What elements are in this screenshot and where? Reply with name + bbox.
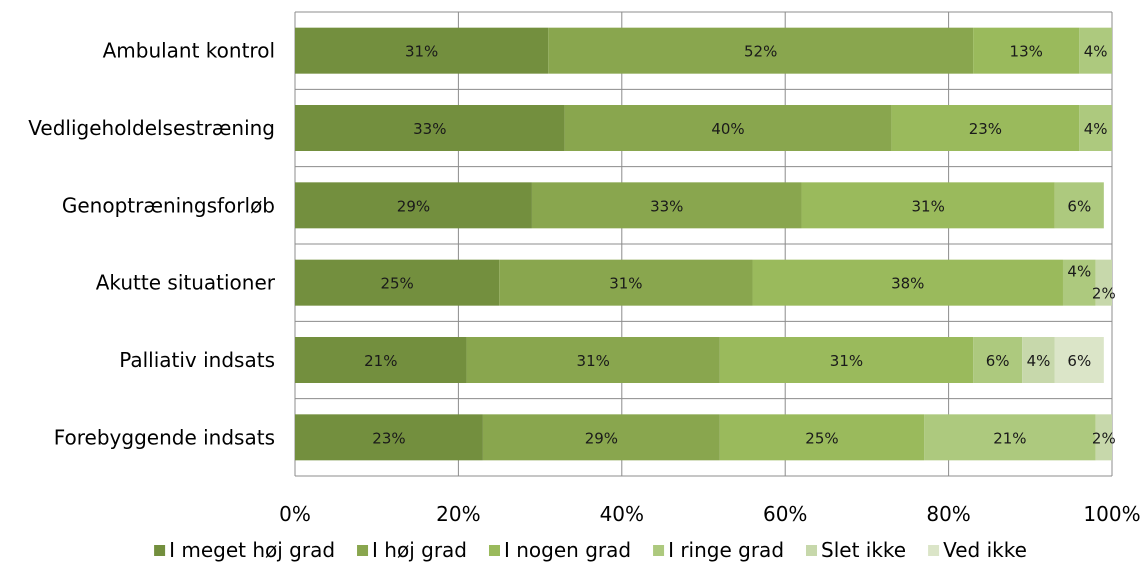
data-label: 4% xyxy=(1084,120,1108,138)
legend-swatch xyxy=(806,545,818,556)
data-label: 2% xyxy=(1092,285,1116,303)
data-label: 4% xyxy=(1027,352,1051,370)
legend-swatch xyxy=(653,545,665,556)
bar-segment xyxy=(564,105,892,151)
legend-swatch xyxy=(154,545,166,556)
bar-segment xyxy=(752,259,1063,306)
data-label: 29% xyxy=(585,429,618,447)
bar-segment xyxy=(973,27,1080,74)
data-label: 52% xyxy=(744,43,777,61)
legend-swatch xyxy=(488,545,500,556)
legend-label: I ringe grad xyxy=(668,538,784,562)
data-label: 21% xyxy=(993,429,1026,447)
data-label: 40% xyxy=(711,120,744,138)
category-labels: Ambulant kontrol Vedligeholdelsestræning G… xyxy=(28,39,275,450)
bar-segment xyxy=(1095,259,1112,306)
legend-label: Ved ikke xyxy=(943,538,1027,562)
category-label: Palliativ indsats xyxy=(119,348,275,372)
bar-segment xyxy=(924,414,1096,461)
legend-item: Ved ikke xyxy=(928,538,1027,562)
bar-segment xyxy=(719,414,925,461)
bar-segment xyxy=(295,105,565,151)
data-label: 25% xyxy=(380,275,413,293)
legend-label: Slet ikke xyxy=(821,538,906,562)
legend-item: I nogen grad xyxy=(488,538,631,562)
bar-segment xyxy=(1054,182,1104,229)
bar-segment xyxy=(1095,414,1112,461)
bar-segment xyxy=(1062,259,1096,306)
data-label: 31% xyxy=(830,352,863,370)
category-label: Vedligeholdelsestræning xyxy=(28,116,275,140)
legend-swatch xyxy=(928,545,940,556)
bar-segment xyxy=(548,27,974,74)
data-label: 38% xyxy=(891,275,924,293)
x-tick-labels: 0% 20% 40% 60% 80% 100% xyxy=(279,502,1140,526)
legend-swatch xyxy=(357,545,369,556)
category-label: Ambulant kontrol xyxy=(103,39,275,63)
data-label: 31% xyxy=(577,352,610,370)
data-label: 6% xyxy=(1067,197,1091,215)
bar-segment xyxy=(1054,337,1104,383)
x-tick-label: 80% xyxy=(926,502,970,526)
data-label: 23% xyxy=(969,120,1002,138)
bar-segment xyxy=(973,337,1023,383)
category-label: Forebyggende indsats xyxy=(54,425,275,449)
legend-label: I nogen grad xyxy=(504,538,631,562)
x-tick-label: 40% xyxy=(600,502,644,526)
legend-label: I meget høj grad xyxy=(169,538,335,562)
data-label: 13% xyxy=(1010,43,1043,61)
bar-segment xyxy=(801,182,1055,229)
legend: I meget høj grad I høj grad I nogen grad I … xyxy=(154,538,1027,562)
bar-segment xyxy=(1022,337,1055,383)
bar-segment xyxy=(466,337,720,383)
bar-segment xyxy=(295,182,532,229)
data-label: 4% xyxy=(1067,263,1091,281)
bar-segment xyxy=(295,414,483,461)
data-label: 31% xyxy=(609,275,642,293)
legend-item: I ringe grad xyxy=(653,538,784,562)
legend-label: I høj grad xyxy=(372,538,467,562)
data-label: 6% xyxy=(986,352,1010,370)
data-label: 31% xyxy=(405,43,438,61)
data-label: 33% xyxy=(650,197,683,215)
bar-segment xyxy=(295,27,549,74)
bar-segment xyxy=(719,337,974,383)
bar-segment xyxy=(1079,27,1112,74)
bar-segment xyxy=(1079,105,1112,151)
x-tick-label: 0% xyxy=(279,502,311,526)
category-label: Genoptræningsforløb xyxy=(62,193,275,217)
x-tick-label: 100% xyxy=(1083,502,1140,526)
data-label: 25% xyxy=(805,429,838,447)
legend-item: Slet ikke xyxy=(806,538,906,562)
bar-segment xyxy=(499,259,753,306)
bar-segment xyxy=(295,337,467,383)
data-label: 2% xyxy=(1092,429,1116,447)
legend-item: I høj grad xyxy=(357,538,467,562)
bar-segment xyxy=(295,259,500,306)
data-label: 6% xyxy=(1067,352,1091,370)
grid-layer xyxy=(294,11,1113,477)
data-label: 4% xyxy=(1084,43,1108,61)
data-label: 31% xyxy=(912,197,945,215)
bar-segment xyxy=(531,182,802,229)
data-label: 21% xyxy=(364,352,397,370)
data-label: 29% xyxy=(397,197,430,215)
x-tick-label: 20% xyxy=(436,502,480,526)
x-tick-label: 60% xyxy=(763,502,807,526)
bars-layer: 31% 52% 13% 4% 33% 40% 23% 4% 29% 33% 31% 6% 25% 31% 3… xyxy=(295,27,1116,461)
data-label: 33% xyxy=(413,120,446,138)
category-label: Akutte situationer xyxy=(96,271,276,295)
data-label: 23% xyxy=(372,429,405,447)
bar-segment xyxy=(482,414,720,461)
legend-item: I meget høj grad xyxy=(154,538,335,562)
bar-segment xyxy=(891,105,1080,151)
